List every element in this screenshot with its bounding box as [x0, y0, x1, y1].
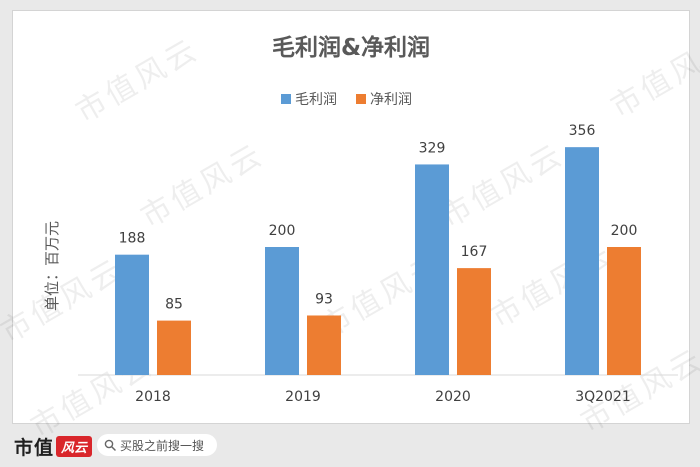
brand-badge: 风云 [56, 435, 93, 457]
bar-net-2020 [457, 268, 491, 375]
labels-group: 188 85 2018 200 93 2019 329 167 2020 356 200 3Q2021 [119, 123, 638, 405]
bar-gross-2018 [115, 254, 149, 375]
search-placeholder: 买股之前搜一搜 [120, 438, 205, 453]
footer-bar: 市值 风云 买股之前搜一搜 [0, 427, 700, 467]
bars-group [115, 147, 641, 375]
data-label-gross-3Q2021: 356 [569, 123, 596, 139]
brand-logo: 市值 风云 [14, 434, 93, 459]
legend-swatch-gross [281, 94, 291, 104]
y-axis-label: 单位：百万元 [43, 221, 61, 311]
data-label-net-2020: 167 [461, 244, 488, 260]
x-tick-label-2019: 2019 [285, 389, 321, 405]
legend-label-gross: 毛利润 [295, 92, 337, 108]
legend-swatch-net [356, 94, 366, 104]
data-label-net-2018: 85 [165, 297, 183, 313]
search-box[interactable]: 买股之前搜一搜 [97, 434, 217, 456]
bar-gross-2019 [265, 247, 299, 375]
bar-chart: 毛利润&净利润 毛利润 净利润 单位：百万元 188 85 2018 200 93 201… [43, 34, 678, 405]
chart-card: 市值风云 市值风云 市值风云 市值风云 市值风云 市值风云 市值风云 市值风云 … [0, 10, 700, 445]
bar-net-2018 [157, 320, 191, 375]
x-tick-label-3Q2021: 3Q2021 [575, 389, 631, 405]
bar-gross-2020 [415, 164, 449, 375]
legend: 毛利润 净利润 [281, 92, 412, 108]
search-icon [104, 439, 116, 451]
x-tick-label-2018: 2018 [135, 389, 171, 405]
chart-title: 毛利润&净利润 [272, 34, 430, 61]
bar-net-3Q2021 [607, 247, 641, 375]
data-label-net-3Q2021: 200 [611, 223, 638, 239]
legend-label-net: 净利润 [370, 92, 412, 108]
data-label-gross-2019: 200 [269, 223, 296, 239]
data-label-net-2019: 93 [315, 291, 333, 307]
data-label-gross-2018: 188 [119, 231, 146, 247]
x-tick-label-2020: 2020 [435, 389, 471, 405]
bar-net-2019 [307, 315, 341, 375]
bar-gross-3Q2021 [565, 147, 599, 375]
brand-text: 市值 [14, 436, 55, 459]
data-label-gross-2020: 329 [419, 140, 446, 156]
